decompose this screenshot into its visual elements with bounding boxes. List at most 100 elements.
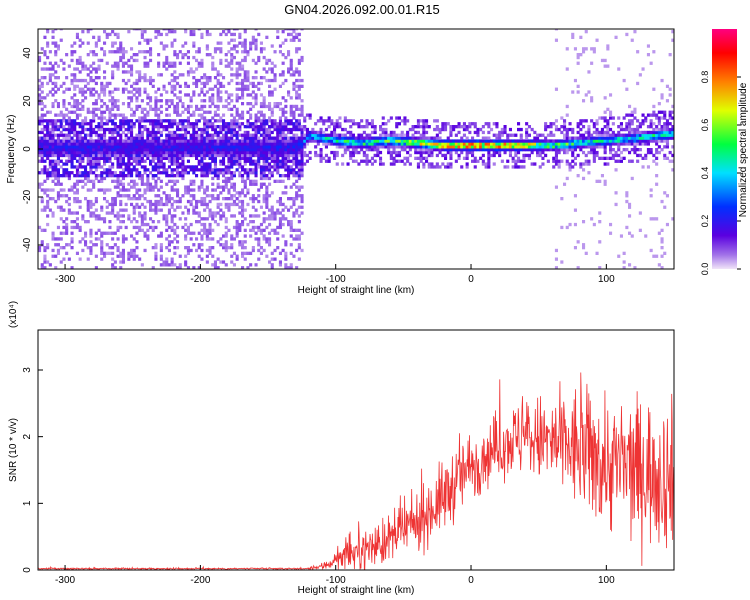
- heat-cell: [81, 174, 85, 178]
- heat-cell: [219, 142, 223, 146]
- heat-cell: [278, 73, 282, 77]
- heat-cell: [124, 136, 128, 140]
- heat-cell: [203, 136, 207, 140]
- heat-cell: [108, 153, 112, 158]
- heat-cell: [454, 139, 458, 143]
- heat-cell: [216, 81, 220, 86]
- heat-cell: [414, 130, 418, 135]
- heat-cell: [84, 90, 88, 94]
- heat-cell: [127, 214, 131, 218]
- heat-cell: [203, 150, 207, 155]
- heat-cell: [127, 119, 131, 123]
- heat-cell: [89, 188, 93, 192]
- heat-cell: [354, 142, 358, 146]
- heat-cell: [48, 78, 52, 83]
- heat-cell: [119, 174, 123, 178]
- heat-cell: [170, 90, 174, 94]
- heat-cell: [335, 136, 339, 140]
- heat-cell: [576, 55, 580, 60]
- heat-cell: [186, 199, 190, 204]
- heat-cell: [195, 153, 199, 158]
- heat-cell: [211, 263, 215, 267]
- heat-cell: [130, 202, 134, 207]
- heat-cell: [281, 96, 285, 100]
- heat-cell: [154, 156, 158, 160]
- heat-cell: [216, 93, 220, 97]
- heat-cell: [73, 73, 77, 77]
- heat-cell: [308, 139, 312, 143]
- heat-cell: [295, 142, 299, 146]
- heat-cell: [273, 78, 277, 83]
- heat-cell: [276, 30, 280, 34]
- heat-cell: [62, 113, 66, 117]
- heat-cell: [243, 148, 247, 152]
- heat-cell: [173, 168, 177, 172]
- heat-cell: [203, 156, 207, 160]
- heat-cell: [617, 148, 621, 152]
- heat-cell: [284, 133, 288, 137]
- heat-cell: [67, 64, 71, 68]
- heat-cell: [143, 159, 147, 163]
- heat-cell: [265, 35, 269, 39]
- heat-cell: [292, 148, 296, 152]
- heat-cell: [81, 214, 85, 218]
- heat-cell: [89, 150, 93, 155]
- heat-cell: [370, 145, 374, 149]
- heat-cell: [200, 142, 204, 146]
- heat-cell: [606, 125, 610, 129]
- heat-cell: [565, 139, 569, 143]
- heat-cell: [300, 211, 304, 215]
- heat-cell: [609, 110, 613, 114]
- heat-cell: [127, 58, 131, 63]
- heat-cell: [92, 61, 96, 65]
- heat-cell: [224, 122, 228, 126]
- heat-cell: [343, 133, 347, 137]
- heat-cell: [449, 156, 453, 160]
- heat-cell: [257, 194, 261, 198]
- heat-cell: [305, 142, 309, 146]
- heat-cell: [544, 125, 548, 129]
- heat-cell: [219, 47, 223, 51]
- heat-cell: [268, 153, 272, 158]
- heat-cell: [595, 130, 599, 135]
- heat-cell: [241, 81, 245, 86]
- heat-cell: [230, 73, 234, 77]
- heat-cell: [259, 205, 263, 209]
- heat-cell: [243, 84, 247, 88]
- heat-cell: [48, 139, 52, 143]
- heat-cell: [238, 211, 242, 215]
- heat-cell: [181, 133, 185, 137]
- heat-cell: [251, 182, 255, 186]
- heat-cell: [633, 148, 637, 152]
- heat-cell: [211, 246, 215, 250]
- heat-cell: [46, 30, 50, 34]
- heat-cell: [178, 266, 182, 269]
- heat-cell: [219, 191, 223, 195]
- heat-cell: [230, 156, 234, 160]
- heat-cell: [527, 153, 531, 158]
- heat-cell: [56, 156, 60, 160]
- heat-cell: [452, 127, 456, 132]
- heat-cell: [257, 145, 261, 149]
- heat-cell: [284, 145, 288, 149]
- heat-cell: [154, 168, 158, 172]
- heat-cell: [200, 156, 204, 160]
- heat-cell: [628, 142, 632, 146]
- heat-cell: [259, 228, 263, 232]
- heat-cell: [270, 122, 274, 126]
- heat-cell: [376, 136, 380, 140]
- heat-cell: [143, 197, 147, 201]
- heat-cell: [246, 122, 250, 126]
- heat-cell: [173, 130, 177, 135]
- heat-cell: [192, 125, 196, 129]
- heat-cell: [249, 116, 253, 120]
- heat-cell: [289, 251, 293, 255]
- heat-cell: [195, 205, 199, 209]
- heat-cell: [216, 104, 220, 109]
- heat-cell: [149, 217, 153, 221]
- heat-cell: [530, 162, 534, 166]
- heat-cell: [113, 122, 117, 126]
- heat-cell: [389, 162, 393, 166]
- heat-cell: [216, 182, 220, 186]
- heat-cell: [48, 127, 52, 132]
